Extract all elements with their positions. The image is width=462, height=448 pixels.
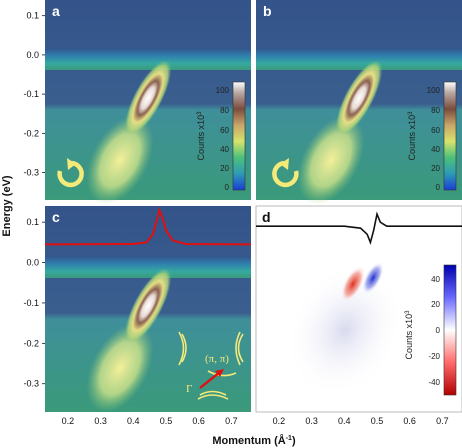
panel-d-x-tick-label: 0.6 xyxy=(403,416,416,426)
panel-d-blue-lobe xyxy=(361,261,385,295)
panel-b-fermi-band xyxy=(256,48,462,70)
bottom-y-tick-label: 0.1 xyxy=(26,217,39,227)
panel-d-cb-tick-0: 40 xyxy=(431,275,440,284)
panel-a-cb-tick-2: 60 xyxy=(220,126,229,135)
bottom-y-axis-ticks: 0.1 0.0 -0.1 -0.2 -0.3 xyxy=(23,217,45,389)
panel-a-colorbar-ticks: 100 80 60 40 20 0 xyxy=(216,86,230,192)
panel-d-x-tick-label: 0.4 xyxy=(338,416,351,426)
bottom-y-tick-label: -0.3 xyxy=(23,379,39,389)
panel-c: c (π, π) Γ xyxy=(44,206,252,413)
panel-d-red-lobe xyxy=(340,265,366,303)
inset-gamma-label: Γ xyxy=(186,383,192,395)
panel-c-fermi-band xyxy=(45,256,251,278)
panel-d-x-tick-label: 0.2 xyxy=(273,416,286,426)
panel-b-colorbar xyxy=(443,81,457,191)
panel-c-band-core xyxy=(124,268,172,344)
top-y-tick-label: 0.1 xyxy=(26,11,39,21)
panel-a-band-tail xyxy=(86,115,154,205)
panel-b-cb-tick-5: 0 xyxy=(436,183,441,192)
panel-a-cb-tick-3: 40 xyxy=(220,145,229,154)
counterclockwise-arrow-icon xyxy=(272,158,299,188)
panel-d-x-tick-label: 0.7 xyxy=(436,416,449,426)
panel-c-x-tick-label: 0.6 xyxy=(192,416,205,426)
panel-a-cb-tick-0: 100 xyxy=(216,86,230,95)
brillouin-zone-inset: (π, π) Γ xyxy=(178,331,244,400)
x-axis-label: Momentum (Å-1) xyxy=(212,434,296,447)
panel-d-x-tick-label: 0.3 xyxy=(305,416,318,426)
panel-b-cb-tick-2: 60 xyxy=(431,126,440,135)
panel-d-colorbar xyxy=(443,264,457,396)
bottom-y-tick-label: -0.2 xyxy=(23,338,39,348)
panel-c-letter: c xyxy=(52,209,60,225)
panel-a-colorbar xyxy=(232,81,246,191)
panel-d-cb-tick-3: -20 xyxy=(428,352,440,361)
panel-b-cb-tick-1: 80 xyxy=(431,106,440,115)
panel-c-edc-curve xyxy=(44,206,252,246)
top-y-tick-label: -0.2 xyxy=(23,128,39,138)
panel-d-cb-tick-4: -40 xyxy=(428,378,440,387)
panel-a: 100 80 60 40 20 0 Counts x103 a xyxy=(45,0,251,205)
inset-pi-pi-label: (π, π) xyxy=(205,353,229,365)
y-axis-label: Energy (eV) xyxy=(1,175,13,236)
panel-b-band-tail xyxy=(297,115,365,205)
panel-d-cb-tick-1: 20 xyxy=(431,300,440,309)
panel-c-x-tick-label: 0.7 xyxy=(225,416,238,426)
top-y-axis-ticks: 0.1 0.0 -0.1 -0.2 -0.3 xyxy=(23,11,45,178)
panel-a-cb-tick-4: 20 xyxy=(220,164,229,173)
panel-c-x-tick-label: 0.5 xyxy=(160,416,173,426)
panel-d-haze xyxy=(286,263,404,397)
panel-c-x-tick-label: 0.2 xyxy=(62,416,75,426)
panel-b-colorbar-label: Counts x103 xyxy=(407,111,417,161)
panel-d-x-axis-ticks: 0.2 0.3 0.4 0.5 0.6 0.7 xyxy=(273,416,449,426)
panel-b-colorbar-ticks: 100 80 60 40 20 0 xyxy=(427,86,441,192)
panel-b-band-core xyxy=(335,60,383,136)
panel-d-colorbar-ticks: 40 20 0 -20 -40 xyxy=(428,275,440,387)
panel-a-letter: a xyxy=(52,3,60,19)
panel-b-cb-tick-4: 20 xyxy=(431,164,440,173)
panel-a-fermi-band xyxy=(45,48,251,70)
panel-a-cb-tick-5: 0 xyxy=(225,183,230,192)
clockwise-arrow-icon xyxy=(57,158,84,188)
top-y-tick-label: -0.3 xyxy=(23,168,39,178)
top-y-tick-label: 0.0 xyxy=(26,50,39,60)
panel-b-cb-tick-0: 100 xyxy=(427,86,441,95)
bottom-y-tick-label: -0.1 xyxy=(23,298,39,308)
panel-b-cb-tick-3: 40 xyxy=(431,145,440,154)
panel-c-x-tick-label: 0.4 xyxy=(127,416,140,426)
panel-b-letter: b xyxy=(263,3,272,19)
top-y-tick-label: -0.1 xyxy=(23,89,39,99)
panel-b: 100 80 60 40 20 0 Counts x103 b xyxy=(256,0,462,205)
panel-d-cb-tick-2: 0 xyxy=(436,326,441,335)
panel-d: d 40 20 0 -20 -40 Counts x103 xyxy=(255,205,462,413)
panel-a-colorbar-label: Counts x103 xyxy=(196,111,206,161)
panel-c-band-tail xyxy=(86,323,154,413)
panel-d-edc-curve xyxy=(256,211,462,245)
panel-d-letter: d xyxy=(262,209,271,225)
panel-c-x-axis-ticks: 0.2 0.3 0.4 0.5 0.6 0.7 xyxy=(62,416,238,426)
panel-a-cb-tick-1: 80 xyxy=(220,106,229,115)
panel-c-x-tick-label: 0.3 xyxy=(94,416,107,426)
panel-d-colorbar-label: Counts x103 xyxy=(404,310,414,360)
panel-d-x-tick-label: 0.5 xyxy=(371,416,384,426)
bottom-y-tick-label: 0.0 xyxy=(26,258,39,268)
panel-a-band-core xyxy=(124,60,172,136)
